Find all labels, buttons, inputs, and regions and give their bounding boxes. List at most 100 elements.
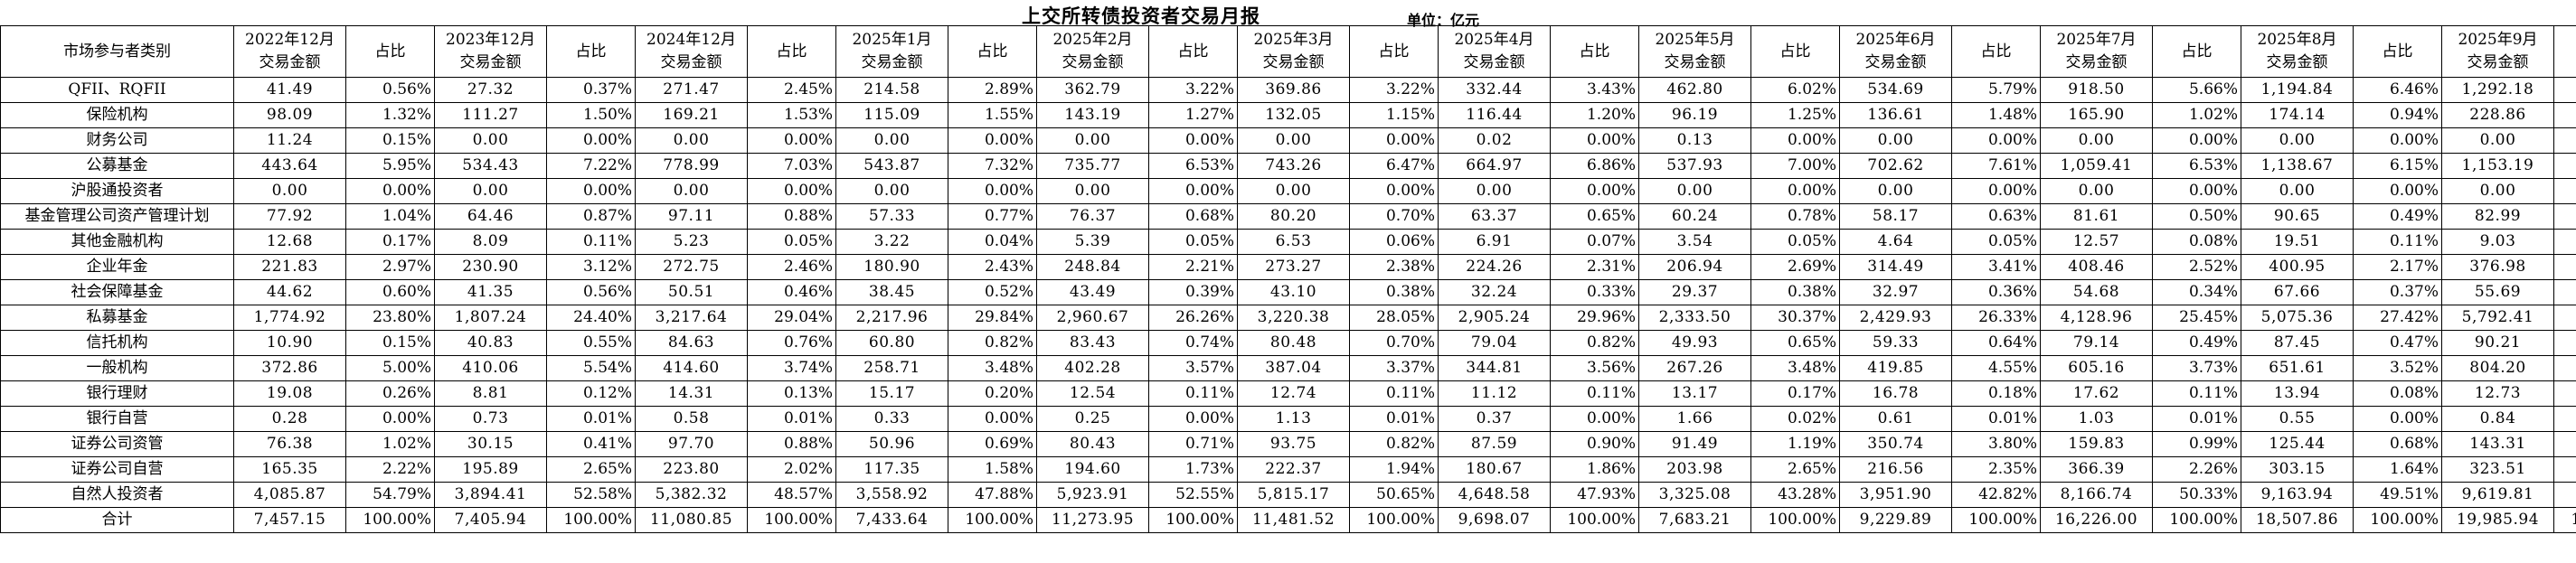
share-cell: 0.82% [1349, 431, 1439, 457]
share-cell: 2.26% [2152, 456, 2241, 483]
share-cell: 0.00% [2553, 406, 2576, 432]
amount-cell: 1,807.24 [434, 305, 547, 331]
amount-cell: 79.04 [1438, 330, 1551, 356]
amount-cell: 4.64 [1839, 229, 1952, 255]
amount-cell: 13.17 [1638, 380, 1751, 407]
amount-cell: 43.10 [1237, 279, 1350, 305]
amount-cell: 362.79 [1036, 77, 1149, 103]
share-cell: 0.60% [345, 279, 435, 305]
share-cell: 0.00% [1951, 127, 2041, 154]
share-cell: 0.15% [345, 127, 435, 154]
share-cell: 0.01% [1349, 406, 1439, 432]
amount-cell: 0.37 [1438, 406, 1551, 432]
period-header: 2025年2月 交易金额 [1036, 25, 1149, 78]
period-label: 2025年7月 [2056, 31, 2137, 49]
category-cell: 证券公司自营 [0, 456, 234, 483]
amount-cell: 80.48 [1237, 330, 1350, 356]
amount-cell: 366.39 [2040, 456, 2153, 483]
amount-cell: 230.90 [434, 254, 547, 280]
amount-cell: 13.94 [2241, 380, 2354, 407]
share-cell: 0.00% [2152, 178, 2241, 204]
amount-cell: 12.57 [2040, 229, 2153, 255]
amount-cell: 443.64 [233, 153, 346, 179]
share-cell: 0.55% [546, 330, 636, 356]
amount-cell: 387.04 [1237, 355, 1350, 381]
share-cell: 0.00% [1550, 178, 1639, 204]
share-cell: 50.65% [1349, 482, 1439, 508]
amount-cell: 0.73 [434, 406, 547, 432]
table-row: 自然人投资者 4,085.87 54.79% 3,894.41 52.58% 5,382.… [0, 482, 2576, 508]
amount-cell: 9,619.81 [2441, 482, 2554, 508]
share-cell: 0.88% [747, 431, 836, 457]
share-cell: 0.11% [1349, 380, 1439, 407]
share-cell: 5.66% [2152, 77, 2241, 103]
amount-cell: 32.24 [1438, 279, 1551, 305]
amount-cell: 97.11 [635, 203, 748, 230]
amount-cell: 408.46 [2040, 254, 2153, 280]
share-cell: 0.68% [2353, 431, 2442, 457]
share-cell: 0.00% [1951, 178, 2041, 204]
share-cell: 0.00% [2353, 127, 2442, 154]
share-cell: 52.55% [1148, 482, 1238, 508]
amount-cell: 0.00 [1438, 178, 1551, 204]
amount-cell: 180.67 [1438, 456, 1551, 483]
amount-cell: 19,985.94 [2441, 507, 2554, 533]
share-cell: 0.41% [546, 431, 636, 457]
amount-cell: 9,229.89 [1839, 507, 1952, 533]
share-cell: 0.05% [1951, 229, 2041, 255]
amount-cell: 735.77 [1036, 153, 1149, 179]
amount-cell: 314.49 [1839, 254, 1952, 280]
share-cell: 7.32% [948, 153, 1037, 179]
period-label: 2025年1月 [852, 31, 932, 49]
category-header: 市场参与者类别 [0, 25, 234, 78]
amount-cell: 4,648.58 [1438, 482, 1551, 508]
share-cell: 0.82% [948, 330, 1037, 356]
share-cell: 0.87% [546, 203, 636, 230]
amount-cell: 165.35 [233, 456, 346, 483]
share-cell: 2.89% [948, 77, 1037, 103]
share-cell: 0.26% [345, 380, 435, 407]
share-cell: 0.33% [1550, 279, 1639, 305]
amount-cell: 267.26 [1638, 355, 1751, 381]
report-title: 上交所转债投资者交易月报 [1022, 5, 1260, 27]
table-row: 保险机构 98.09 1.32% 111.27 1.50% 169.21 1.53% 115.… [0, 102, 2576, 128]
title-row: 上交所转债投资者交易月报 单位：亿元 [0, 0, 2576, 29]
share-cell: 26.33% [1951, 305, 2041, 331]
amount-cell: 0.00 [2241, 127, 2354, 154]
amount-cell: 76.37 [1036, 203, 1149, 230]
period-label: 2025年9月 [2458, 31, 2538, 49]
category-cell: 一般机构 [0, 355, 234, 381]
share-cell: 0.42% [2553, 203, 2576, 230]
share-cell: 26.26% [1148, 305, 1238, 331]
amount-cell: 64.46 [434, 203, 547, 230]
share-cell: 0.00% [1750, 127, 1840, 154]
amount-cell: 9,163.94 [2241, 482, 2354, 508]
amount-cell: 743.26 [1237, 153, 1350, 179]
share-cell: 1.32% [345, 102, 435, 128]
amount-cell: 97.70 [635, 431, 748, 457]
share-cell: 0.00% [546, 127, 636, 154]
amount-cell: 778.99 [635, 153, 748, 179]
amount-cell: 651.61 [2241, 355, 2354, 381]
amount-cell: 303.15 [2241, 456, 2354, 483]
amount-cell: 0.00 [2241, 178, 2354, 204]
table-row: 公募基金 443.64 5.95% 534.43 7.22% 778.99 7.03% 543… [0, 153, 2576, 179]
amount-cell: 224.26 [1438, 254, 1551, 280]
table-row: 其他金融机构 12.68 0.17% 8.09 0.11% 5.23 0.05% 3.22 0.… [0, 229, 2576, 255]
amount-cell: 12.54 [1036, 380, 1149, 407]
amount-cell: 50.51 [635, 279, 748, 305]
share-cell: 0.38% [1349, 279, 1439, 305]
share-header: 占比 [1148, 25, 1238, 78]
share-cell: 2.22% [345, 456, 435, 483]
share-cell: 48.13% [2553, 482, 2576, 508]
share-cell: 0.68% [1148, 203, 1238, 230]
period-header: 2025年9月 交易金额 [2441, 25, 2554, 78]
amount-cell: 0.00 [2040, 178, 2153, 204]
share-header: 占比 [546, 25, 636, 78]
period-header: 2025年7月 交易金额 [2040, 25, 2153, 78]
amount-cell: 0.00 [233, 178, 346, 204]
category-cell: 公募基金 [0, 153, 234, 179]
amount-cell: 117.35 [835, 456, 948, 483]
table-row: 证券公司资管 76.38 1.02% 30.15 0.41% 97.70 0.88% 50.9… [0, 431, 2576, 457]
period-header: 2025年1月 交易金额 [835, 25, 948, 78]
